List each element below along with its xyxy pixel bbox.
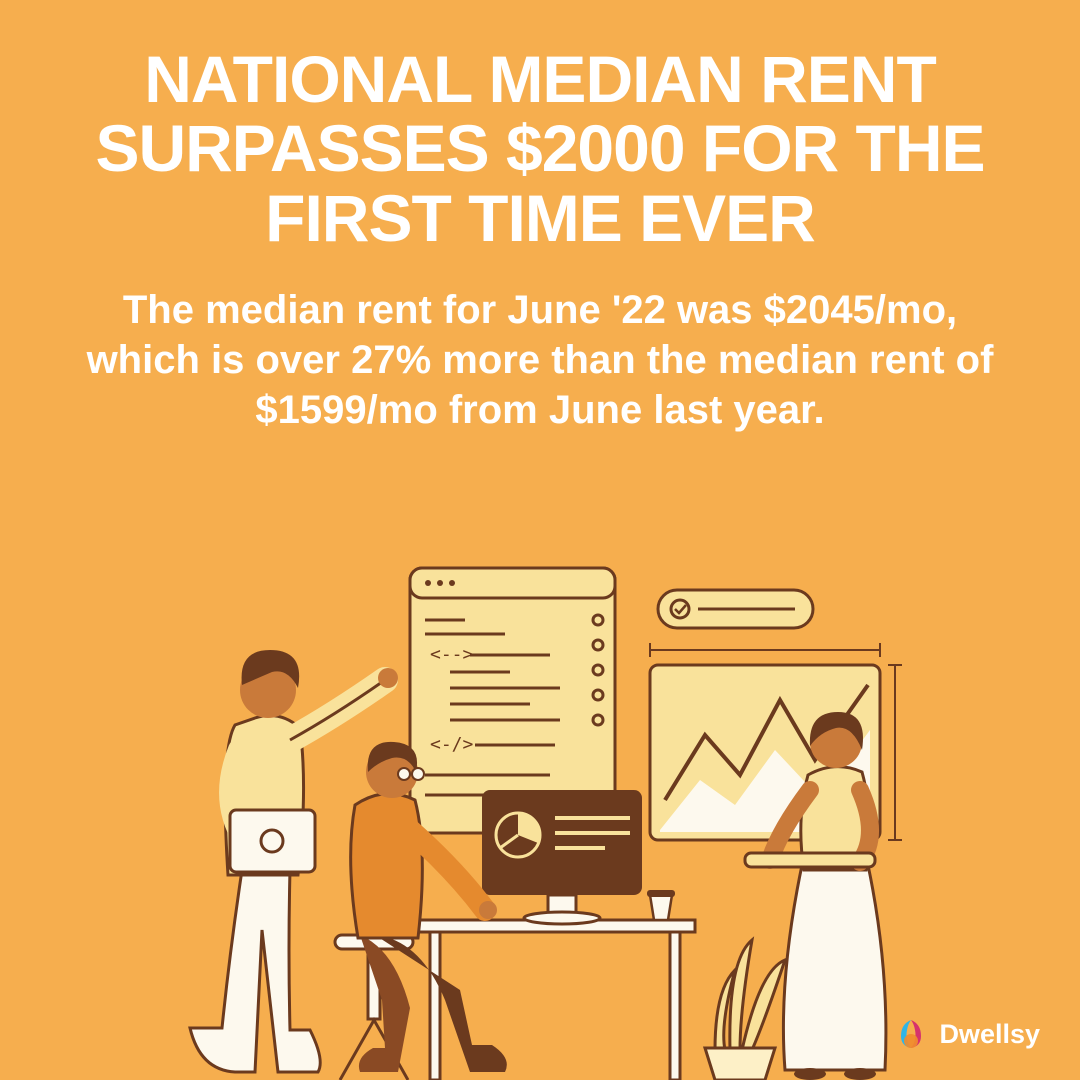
plant-icon xyxy=(705,940,785,1080)
svg-text:<-->: <--> xyxy=(430,644,474,665)
headline: NATIONAL MEDIAN RENT SURPASSES $2000 FOR… xyxy=(50,45,1030,253)
subheadline: The median rent for June '22 was $2045/m… xyxy=(50,285,1030,435)
infographic-canvas: NATIONAL MEDIAN RENT SURPASSES $2000 FOR… xyxy=(0,0,1080,1080)
analytics-illustration: <--> <-/> xyxy=(160,550,920,1080)
brand-logo: Dwellsy xyxy=(893,1016,1040,1052)
coffee-cup-icon xyxy=(647,890,675,920)
monitor-icon xyxy=(482,790,642,924)
status-pill-icon xyxy=(658,590,813,628)
dwellsy-logo-icon xyxy=(893,1016,929,1052)
brand-name: Dwellsy xyxy=(939,1019,1040,1050)
svg-text:<-/>: <-/> xyxy=(430,734,474,755)
